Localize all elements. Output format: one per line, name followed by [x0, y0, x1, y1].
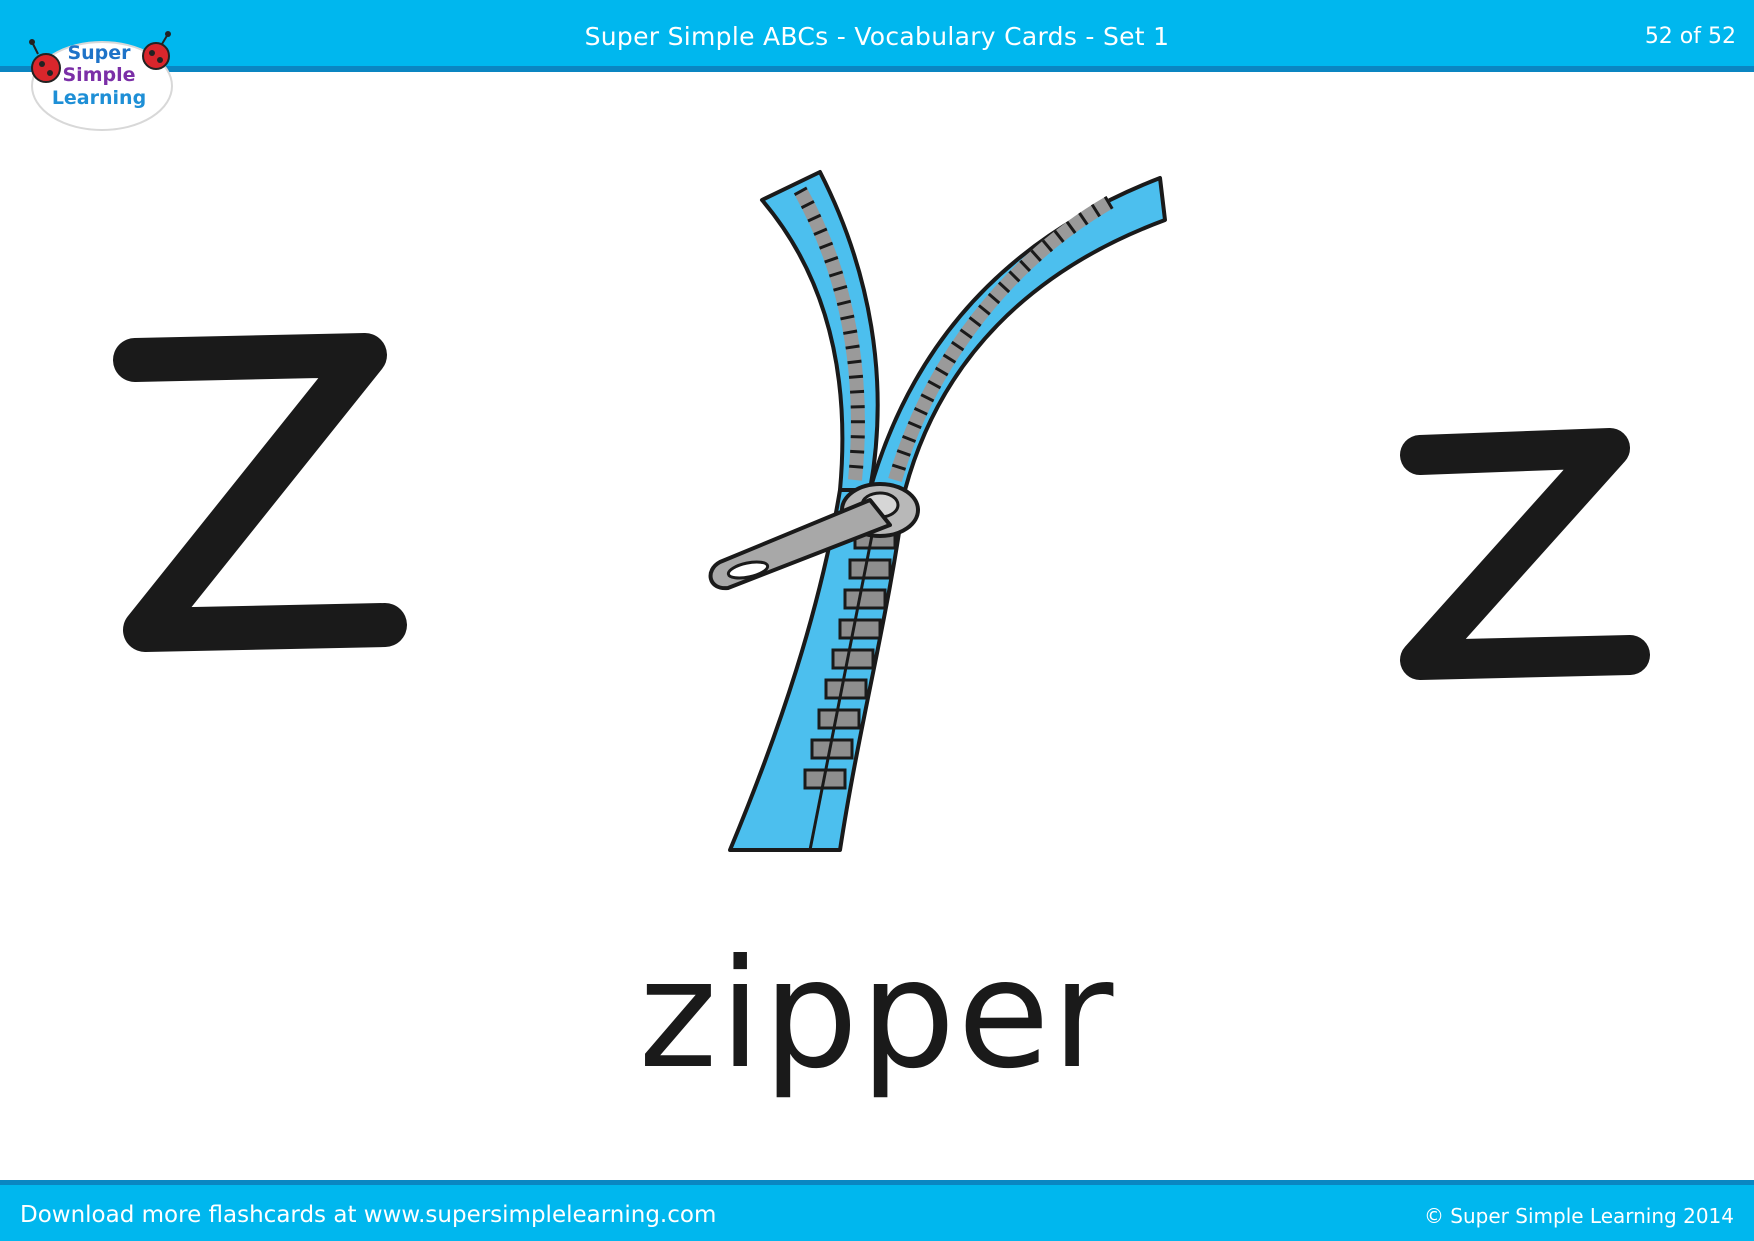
copyright-text: © Super Simple Learning 2014 [1423, 1204, 1734, 1228]
header-title: Super Simple ABCs - Vocabulary Cards - S… [584, 22, 1170, 51]
super-simple-learning-logo: Super Simple Learning [24, 28, 174, 136]
download-link-text[interactable]: Download more flashcards at www.supersim… [20, 1202, 717, 1228]
page-counter: 52 of 52 [1644, 24, 1736, 49]
uppercase-letter-glyph: Z [113, 333, 407, 652]
footer-bar: Download more flashcards at www.supersim… [0, 1180, 1754, 1241]
logo-text-simple: Simple [62, 64, 136, 86]
vocabulary-word: zipper [638, 928, 1116, 1102]
zipper-illustration-icon [708, 170, 1167, 852]
logo-text-super: Super [67, 42, 131, 64]
logo-text-learning: Learning [51, 87, 147, 109]
lowercase-letter-glyph: z [1400, 428, 1650, 680]
header-bar: Super Simple ABCs - Vocabulary Cards - S… [0, 0, 1754, 72]
logo-badge-icon [29, 31, 173, 131]
